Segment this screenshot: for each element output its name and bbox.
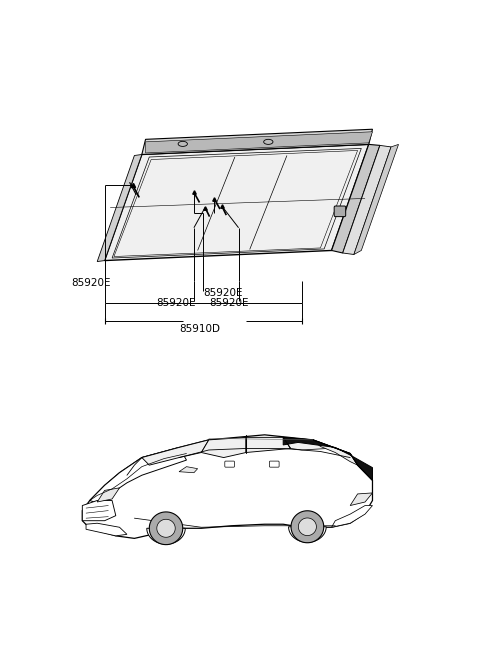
- Polygon shape: [142, 440, 209, 465]
- Polygon shape: [149, 512, 183, 544]
- Polygon shape: [291, 511, 324, 543]
- Polygon shape: [145, 132, 372, 153]
- Text: 85910D: 85910D: [179, 324, 220, 334]
- Polygon shape: [332, 144, 380, 253]
- Polygon shape: [105, 144, 369, 260]
- Polygon shape: [283, 438, 328, 450]
- Polygon shape: [299, 518, 316, 535]
- Polygon shape: [288, 527, 326, 543]
- Polygon shape: [86, 523, 127, 536]
- Polygon shape: [332, 506, 372, 527]
- Polygon shape: [97, 155, 142, 262]
- FancyBboxPatch shape: [334, 206, 346, 216]
- Ellipse shape: [178, 141, 187, 146]
- Polygon shape: [147, 528, 185, 544]
- Polygon shape: [83, 501, 116, 521]
- Polygon shape: [202, 438, 246, 458]
- Polygon shape: [142, 129, 372, 155]
- Text: 85920E: 85920E: [156, 298, 196, 308]
- Polygon shape: [350, 493, 372, 506]
- FancyBboxPatch shape: [225, 461, 234, 467]
- Text: 85920E: 85920E: [203, 289, 243, 298]
- Polygon shape: [313, 440, 358, 465]
- Polygon shape: [90, 447, 186, 503]
- Polygon shape: [179, 466, 198, 473]
- Polygon shape: [354, 144, 398, 255]
- Ellipse shape: [264, 139, 273, 144]
- FancyBboxPatch shape: [269, 461, 279, 467]
- Text: 85920E: 85920E: [209, 298, 248, 308]
- Polygon shape: [246, 438, 290, 453]
- Polygon shape: [283, 438, 372, 480]
- Polygon shape: [97, 488, 120, 502]
- Polygon shape: [83, 435, 372, 539]
- Text: 85920E: 85920E: [71, 278, 111, 288]
- Polygon shape: [157, 520, 175, 537]
- Polygon shape: [343, 146, 391, 255]
